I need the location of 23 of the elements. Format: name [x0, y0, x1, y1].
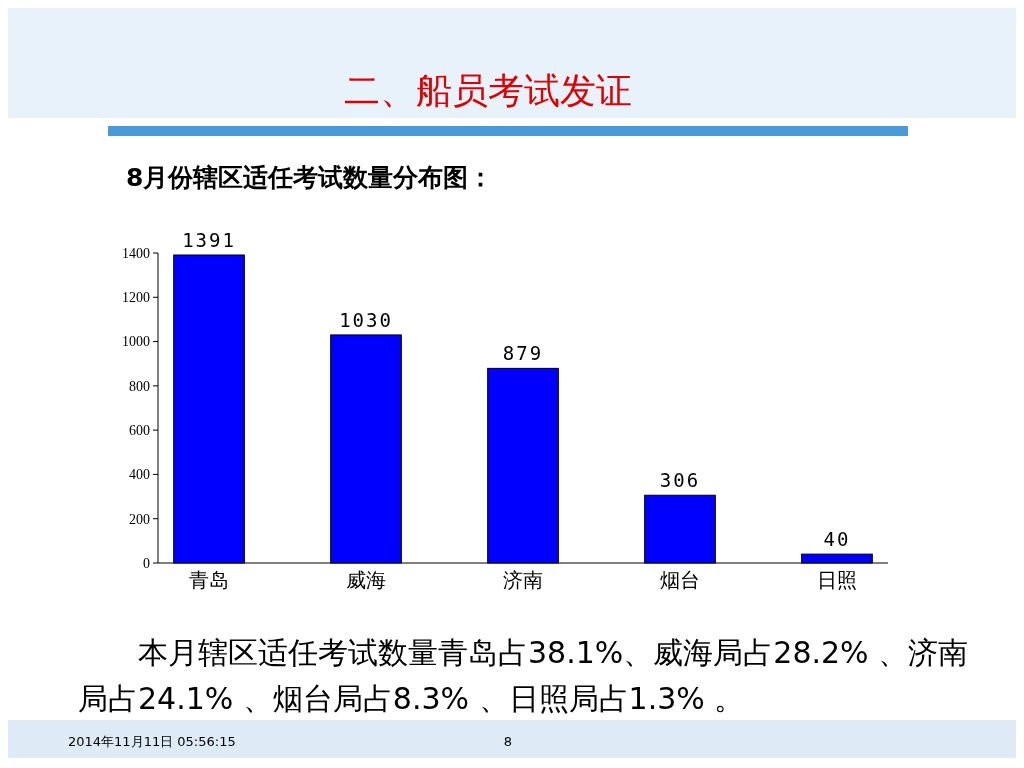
x-tick-label: 日照	[816, 568, 857, 592]
data-label: 40	[823, 528, 851, 551]
x-tick-label: 青岛	[189, 568, 230, 592]
y-tick-label: 200	[129, 511, 150, 527]
data-label: 306	[659, 469, 701, 492]
y-tick-label: 400	[129, 467, 150, 483]
x-tick-label: 济南	[503, 568, 543, 592]
text: 8	[503, 734, 513, 749]
chart-subtitle: 8月份辖区适任考试数量分布图：	[126, 163, 494, 192]
y-tick-label: 800	[129, 378, 150, 394]
y-tick-label: 1000	[122, 334, 150, 350]
y-tick-label: 0	[143, 555, 150, 571]
data-label: 1030	[339, 308, 393, 331]
y-tick-label: 1400	[122, 245, 150, 261]
data-label: 1391	[182, 228, 236, 251]
text: 2014年11月11日 05:56:15	[68, 734, 236, 749]
y-tick-label: 1200	[122, 290, 150, 306]
y-tick-label: 600	[129, 423, 150, 439]
chart-title: 二、船员考试发证	[344, 70, 632, 111]
x-tick-label: 威海	[346, 568, 387, 592]
data-label: 879	[502, 342, 544, 365]
x-tick-label: 烟台	[659, 568, 700, 592]
text: 本月辖区适任考试数量青岛占38.1%、威海局占28.2% 、济南局占24.1% 、烟台局占8.3% 、日照局占1.3% 。	[78, 634, 970, 718]
